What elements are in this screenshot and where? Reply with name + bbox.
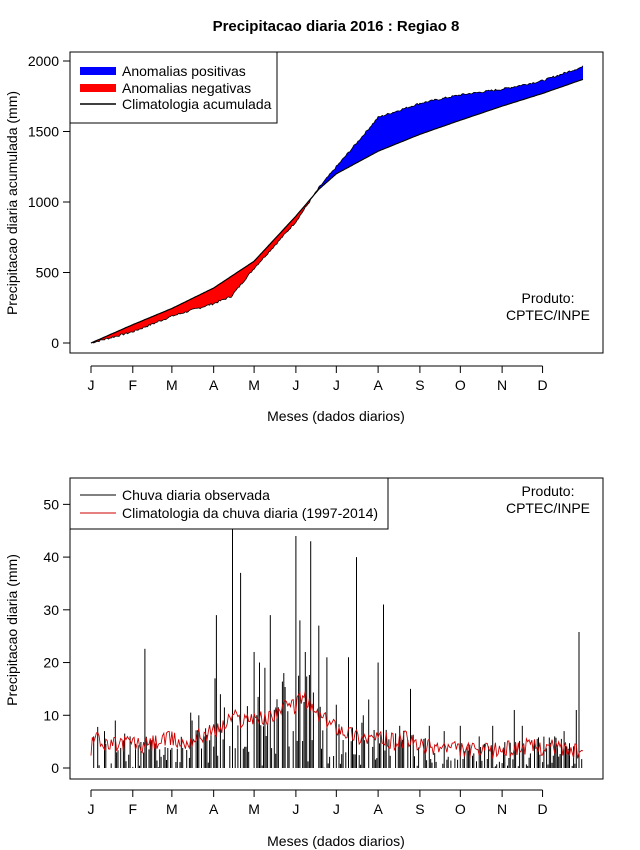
bottom-product-source: CPTEC/INPE [506, 500, 590, 516]
top-product-source: CPTEC/INPE [506, 307, 590, 323]
legend-label-negative: Anomalias negativas [122, 80, 251, 96]
top-y-tick-label: 2000 [28, 53, 59, 69]
legend-label-observed-rain: Chuva diaria observada [122, 487, 270, 503]
bottom-x-tick-label: S [415, 801, 424, 817]
bottom-y-axis-label: Precipitacao diaria (mm) [4, 554, 20, 706]
top-x-tick-label: N [497, 377, 507, 393]
top-y-axis-label: Precipitacao diaria acumulada (mm) [4, 91, 20, 315]
top-x-tick-label: A [373, 377, 383, 393]
top-x-tick-label: M [248, 377, 260, 393]
top-x-tick-label: J [292, 377, 299, 393]
bottom-x-tick-label: O [455, 801, 466, 817]
bottom-legend-box [69, 477, 389, 530]
bottom-x-tick-label: N [497, 801, 507, 817]
bottom-x-tick-label: J [292, 801, 299, 817]
top-plot: 0 500 1000 1500 2000 J F M A M J J A S O N D Meses (dad… [4, 51, 604, 424]
bottom-y-tick-label: 0 [51, 760, 59, 776]
top-x-tick-label: F [129, 377, 138, 393]
bottom-plot: 0 10 20 30 40 50 J F M A M J J A S O N D Meses (dados di… [4, 477, 604, 849]
top-x-tick-label: A [209, 377, 219, 393]
top-y-tick-label: 1000 [28, 194, 59, 210]
bottom-x-tick-label: J [88, 801, 95, 817]
bottom-x-tick-label: A [373, 801, 383, 817]
bottom-x-axis-label: Meses (dados diarios) [267, 833, 405, 849]
bottom-x-tick-label: M [166, 801, 178, 817]
top-y-axis: 0 500 1000 1500 2000 [28, 53, 71, 351]
bottom-x-tick-label: D [537, 801, 547, 817]
top-x-axis-label: Meses (dados diarios) [267, 408, 405, 424]
legend-label-climatology: Climatologia acumulada [122, 96, 272, 112]
legend-label-daily-climatology: Climatologia da chuva diaria (1997-2014) [122, 505, 378, 521]
legend-label-positive: Anomalias positivas [122, 63, 246, 79]
top-x-tick-label: M [166, 377, 178, 393]
negative-anomaly-area [92, 195, 314, 343]
bottom-y-tick-label: 50 [43, 496, 59, 512]
top-legend: Anomalias positivas Anomalias negativas … [69, 51, 278, 124]
bottom-y-tick-label: 30 [43, 602, 59, 618]
chart-title: Precipitacao diaria 2016 : Regiao 8 [213, 18, 460, 35]
top-x-tick-label: O [455, 377, 466, 393]
top-product-label: Produto: [522, 290, 575, 306]
bottom-x-tick-label: F [129, 801, 138, 817]
bottom-x-tick-label: M [248, 801, 260, 817]
top-x-tick-label: D [537, 377, 547, 393]
top-x-tick-label: J [333, 377, 340, 393]
top-y-tick-label: 500 [36, 265, 60, 281]
top-y-tick-label: 1500 [28, 124, 59, 140]
daily-climatology-line [90, 691, 584, 759]
bottom-y-tick-label: 20 [43, 655, 59, 671]
top-x-tick-label: J [88, 377, 95, 393]
bottom-x-tick-label: A [209, 801, 219, 817]
bottom-legend: Chuva diaria observada Climatologia da c… [69, 477, 389, 530]
bottom-y-tick-label: 40 [43, 549, 59, 565]
positive-anomaly-area [314, 65, 583, 194]
bottom-product-label: Produto: [522, 483, 575, 499]
bottom-y-axis: 0 10 20 30 40 50 [43, 496, 71, 776]
observed-accumulated-line [90, 65, 584, 344]
top-x-tick-label: S [415, 377, 424, 393]
top-y-tick-label: 0 [51, 335, 59, 351]
daily-rain-bars [93, 525, 583, 768]
climatology-line [90, 78, 584, 344]
bottom-x-tick-label: J [333, 801, 340, 817]
bottom-y-tick-label: 10 [43, 707, 59, 723]
